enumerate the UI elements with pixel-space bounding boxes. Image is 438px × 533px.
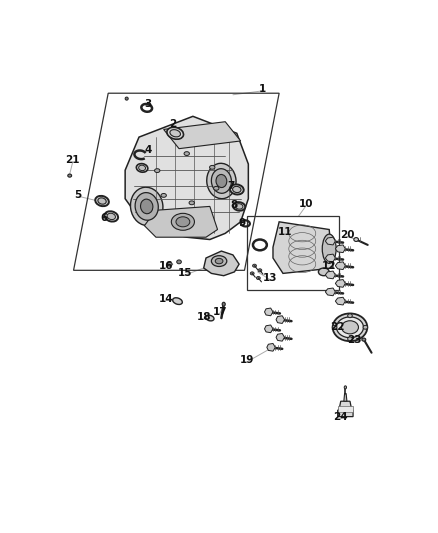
Polygon shape <box>325 237 336 245</box>
Text: 14: 14 <box>159 294 173 304</box>
Ellipse shape <box>235 204 243 209</box>
Polygon shape <box>336 280 346 287</box>
Text: 8: 8 <box>231 200 238 210</box>
Ellipse shape <box>344 386 346 389</box>
Polygon shape <box>336 262 346 270</box>
Ellipse shape <box>189 201 194 205</box>
Polygon shape <box>325 254 336 262</box>
Polygon shape <box>276 334 285 341</box>
Ellipse shape <box>135 192 158 220</box>
Ellipse shape <box>258 269 262 272</box>
Ellipse shape <box>215 259 223 264</box>
Ellipse shape <box>167 127 184 139</box>
Ellipse shape <box>207 163 236 199</box>
Polygon shape <box>338 401 353 417</box>
Polygon shape <box>336 297 346 305</box>
Ellipse shape <box>171 213 194 230</box>
Text: 2: 2 <box>169 119 177 129</box>
Ellipse shape <box>362 338 366 341</box>
Ellipse shape <box>136 164 148 172</box>
Ellipse shape <box>161 193 166 197</box>
Polygon shape <box>273 222 333 273</box>
Ellipse shape <box>98 198 106 204</box>
Ellipse shape <box>342 321 358 334</box>
Text: 18: 18 <box>197 311 212 321</box>
Ellipse shape <box>250 272 254 275</box>
Ellipse shape <box>139 165 145 171</box>
Ellipse shape <box>322 234 336 263</box>
Ellipse shape <box>363 325 367 329</box>
Polygon shape <box>145 206 218 237</box>
Ellipse shape <box>209 165 215 169</box>
Text: 9: 9 <box>239 219 246 228</box>
Polygon shape <box>265 325 273 333</box>
Ellipse shape <box>336 317 364 338</box>
Ellipse shape <box>332 325 337 329</box>
Ellipse shape <box>141 199 153 214</box>
Ellipse shape <box>155 168 160 173</box>
Text: 6: 6 <box>100 213 107 223</box>
Polygon shape <box>338 406 353 412</box>
Text: 24: 24 <box>333 411 348 422</box>
Text: 12: 12 <box>322 261 336 271</box>
Ellipse shape <box>214 187 219 190</box>
Polygon shape <box>265 308 273 316</box>
Ellipse shape <box>253 264 256 267</box>
Ellipse shape <box>233 187 241 192</box>
Text: 16: 16 <box>159 261 173 271</box>
Polygon shape <box>164 122 240 149</box>
Polygon shape <box>204 251 239 276</box>
Ellipse shape <box>173 298 182 304</box>
Ellipse shape <box>206 315 214 321</box>
Ellipse shape <box>170 130 180 137</box>
Text: 17: 17 <box>212 307 227 317</box>
Ellipse shape <box>216 174 227 188</box>
Ellipse shape <box>107 213 116 220</box>
Polygon shape <box>267 343 276 351</box>
Text: 20: 20 <box>339 230 354 240</box>
Text: 15: 15 <box>178 269 192 278</box>
Ellipse shape <box>125 97 128 100</box>
Ellipse shape <box>212 256 227 266</box>
Ellipse shape <box>332 313 367 341</box>
Polygon shape <box>344 393 347 401</box>
Polygon shape <box>325 288 336 296</box>
Polygon shape <box>336 245 346 253</box>
Ellipse shape <box>184 152 190 156</box>
Ellipse shape <box>354 238 358 241</box>
Ellipse shape <box>348 314 352 318</box>
Text: 10: 10 <box>299 199 313 209</box>
Polygon shape <box>276 316 285 324</box>
Text: 11: 11 <box>278 227 293 237</box>
Ellipse shape <box>230 184 244 195</box>
Text: 22: 22 <box>330 322 344 332</box>
Ellipse shape <box>177 260 181 264</box>
Text: 1: 1 <box>258 84 266 94</box>
Text: 7: 7 <box>228 181 235 191</box>
Ellipse shape <box>222 302 225 306</box>
Ellipse shape <box>131 187 163 225</box>
Ellipse shape <box>68 174 72 177</box>
Ellipse shape <box>176 217 190 227</box>
Text: 4: 4 <box>145 145 152 155</box>
Ellipse shape <box>256 277 260 280</box>
Ellipse shape <box>95 196 109 206</box>
Polygon shape <box>125 116 248 239</box>
Polygon shape <box>325 271 336 279</box>
Ellipse shape <box>167 262 172 266</box>
Text: 19: 19 <box>240 356 254 366</box>
Ellipse shape <box>348 337 352 341</box>
Ellipse shape <box>105 211 118 222</box>
Ellipse shape <box>212 169 231 193</box>
Text: 3: 3 <box>145 99 152 109</box>
Ellipse shape <box>233 202 245 211</box>
Text: 13: 13 <box>263 273 277 283</box>
Ellipse shape <box>318 268 329 276</box>
Text: 21: 21 <box>66 155 80 165</box>
Text: 5: 5 <box>74 190 81 200</box>
Text: 23: 23 <box>347 335 362 345</box>
